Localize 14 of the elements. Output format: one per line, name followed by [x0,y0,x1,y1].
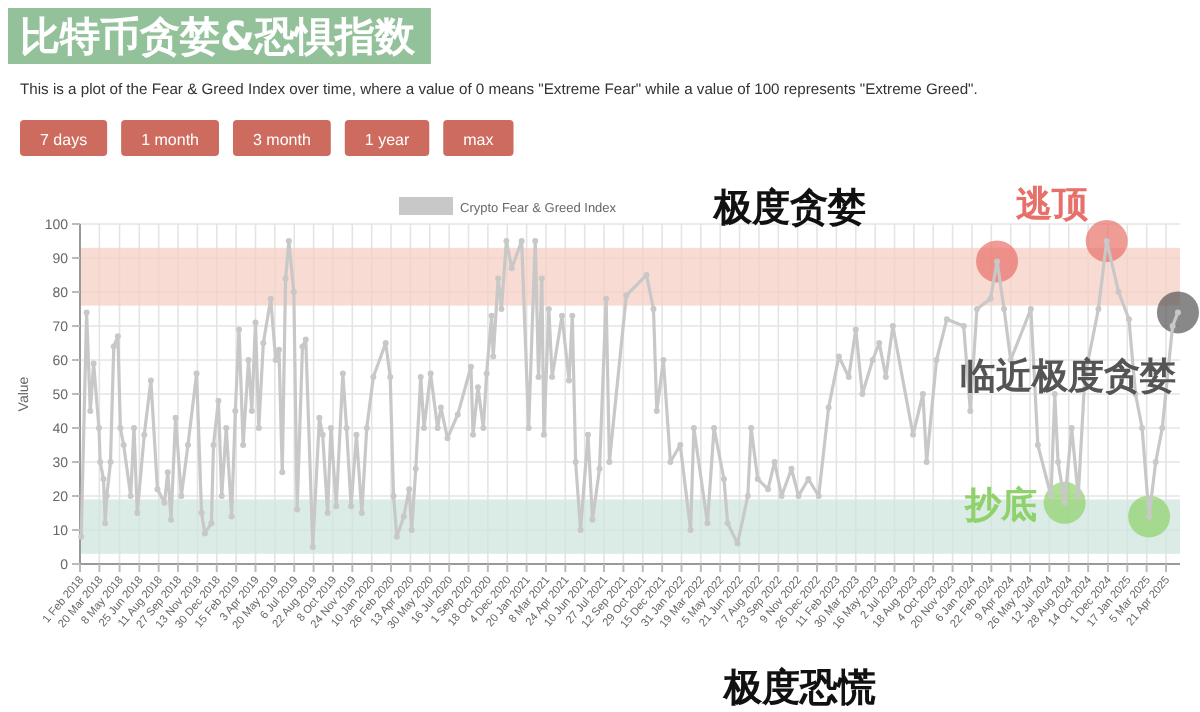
annotation: 抄底 [962,484,1037,527]
band-label: 极度贪婪 [712,186,866,230]
text: 1 year [364,131,410,149]
annotation: 逃顶 [1013,184,1090,226]
point [1128,495,1171,538]
text: max [463,131,494,149]
annotation: 临近极度贪婪 [960,356,1176,399]
point [1085,220,1128,262]
text: 比特币贪婪&恐惧指数 [20,12,417,60]
band-label: 极度恐慌 [722,666,876,710]
text: 7 days [40,131,88,149]
text: 1 month [141,131,199,149]
point [1156,291,1199,334]
text: 3 month [252,131,311,149]
